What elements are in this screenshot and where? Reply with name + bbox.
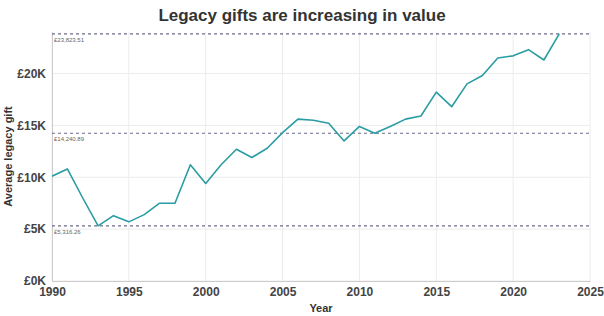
x-tick: 2000 [193,281,220,299]
x-axis: 19901995200020052010201520202025 [39,281,604,299]
x-axis-title: Year [309,302,333,314]
reference-lines [52,34,590,226]
y-tick-label: £10K [17,171,46,185]
reference-line [52,33,590,34]
y-axis-title: Average legacy gift [2,106,14,207]
grid-line [590,32,591,281]
line [52,34,559,226]
reference-label: £23,823.51 [54,37,85,43]
grid [52,32,590,281]
y-tick-label: £20K [17,67,46,81]
grid-line [282,32,283,281]
grid-line [205,32,206,281]
x-tick: 2020 [500,281,527,299]
x-tick: 2005 [270,281,297,299]
title: Legacy gifts are increasing in value [158,6,445,25]
chart: 19901995200020052010201520202025£0K£5K£1… [0,0,604,316]
y-tick-label: £0K [24,274,46,288]
x-tick-label: 2015 [423,285,450,299]
grid-line [52,125,590,126]
y-tick-label: £5K [24,222,46,236]
x-tick-label: 2025 [577,285,604,299]
x-tick-label: 2005 [270,285,297,299]
y-tick: £15K [17,119,52,133]
grid-line [52,281,590,282]
grid-line [436,32,437,281]
reference-label: £14,240.89 [54,136,85,142]
reference-line [52,133,590,134]
y-tick-label: £15K [17,119,46,133]
series [52,34,559,226]
x-tick-label: 1995 [116,285,143,299]
reference-line [52,225,590,226]
grid-line [52,177,590,178]
x-axis-line [53,281,591,282]
x-tick-label: 2000 [193,285,220,299]
x-tick-label: 2020 [500,285,527,299]
plot-area: 19901995200020052010201520202025£0K£5K£1… [17,32,604,299]
grid-line [359,32,360,281]
y-axis: £0K £5K £10K £15K £20K [17,33,52,289]
x-tick: 2010 [347,281,374,299]
y-tick: £20K [17,67,52,81]
grid-line [128,32,129,281]
x-tick: 2025 [577,281,604,299]
grid-line [52,229,590,230]
reference-label: £5,316.26 [54,229,81,235]
y-tick: £0K [24,274,52,288]
x-tick: 1995 [116,281,143,299]
y-tick: £5K [24,222,52,236]
x-tick: 2015 [423,281,450,299]
grid-line [52,73,590,74]
y-tick: £10K [17,171,52,185]
grid-line [52,32,53,281]
x-tick-label: 2010 [347,285,374,299]
y-axis-line [52,33,53,282]
grid-line [513,32,514,281]
